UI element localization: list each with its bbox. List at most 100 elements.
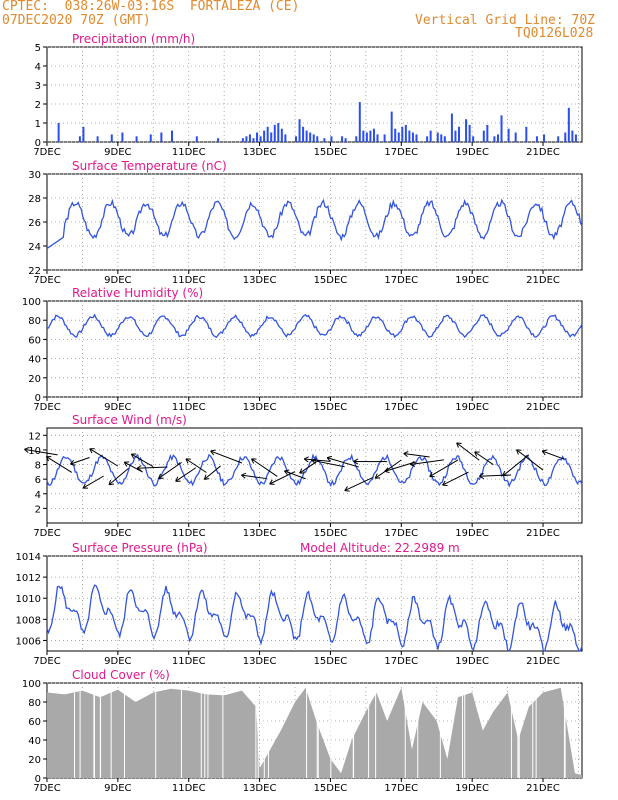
precip-bar <box>567 107 570 142</box>
wind-vector-head <box>241 472 247 479</box>
precip-bar <box>564 132 567 142</box>
model-id: TQ0126L028 <box>515 26 594 41</box>
rh-ytick-label: 100 <box>22 297 41 308</box>
wind-vector <box>299 461 317 474</box>
temp-title: Surface Temperature (nC) <box>72 159 227 173</box>
wind-vector-head <box>185 458 191 464</box>
wind-ytick-label: 10 <box>28 446 41 457</box>
cloud-xtick-label: 7DEC <box>33 783 60 794</box>
precip-xtick-label: 13DEC <box>243 147 277 158</box>
wind-vector <box>429 459 459 478</box>
wind-vector-head <box>456 442 462 448</box>
wind-xtick-label: 9DEC <box>104 528 131 539</box>
precip-bar <box>266 126 269 142</box>
wind-vector-head <box>203 474 210 480</box>
wind-vector <box>541 450 565 460</box>
precip-bar <box>309 132 312 142</box>
wind-xtick-label: 11DEC <box>172 528 206 539</box>
wind-vector <box>204 465 221 480</box>
wind-vector-head <box>410 460 416 467</box>
precip-bar <box>284 134 287 142</box>
temp-xtick-label: 21DEC <box>526 275 560 286</box>
precip-bar <box>362 130 365 142</box>
precip-bar <box>557 136 560 142</box>
precip-bar <box>96 136 99 142</box>
wind-vector-head <box>158 473 164 479</box>
wind-vector-head <box>403 451 409 457</box>
precip-bar <box>160 132 163 142</box>
wind-vector-head <box>374 473 381 479</box>
pres-ytick-label: 1006 <box>16 636 41 647</box>
cloud-xtick-label: 21DEC <box>526 783 560 794</box>
pres-frame <box>46 555 583 652</box>
pres-ytick-label: 1012 <box>16 573 41 584</box>
precip-bar <box>472 136 475 142</box>
rh-xtick-label: 13DEC <box>243 402 277 413</box>
wind-xtick-label: 19DEC <box>455 528 489 539</box>
precip-bar <box>383 134 386 142</box>
precip-bar <box>496 134 499 142</box>
cloud-xtick-label: 17DEC <box>384 783 418 794</box>
cloud-ytick-label: 40 <box>28 736 41 747</box>
temp-series-line <box>46 198 583 249</box>
pres-ytick-label: 1008 <box>16 615 41 626</box>
precip-title: Precipitation (mm/h) <box>72 32 195 46</box>
precip-bar <box>415 134 418 142</box>
precip-bar <box>493 136 496 142</box>
pres-ytick-label: 1014 <box>16 552 41 563</box>
precip-bar <box>457 126 460 142</box>
pres-xtick-label: 11DEC <box>172 656 206 667</box>
precip-bar <box>330 136 333 142</box>
precip-xtick-label: 7DEC <box>33 147 60 158</box>
wind-vector-head <box>130 453 137 459</box>
wind-vector-head <box>502 470 508 477</box>
wind-vector-head <box>45 456 52 462</box>
precip-bar <box>500 115 503 142</box>
wind-vector <box>311 459 345 468</box>
precip-xtick-label: 9DEC <box>104 147 131 158</box>
pres-ytick-label: 1010 <box>16 594 41 605</box>
precip-bar <box>507 128 510 142</box>
wind-frame <box>46 427 583 524</box>
wind-ytick-label: 4 <box>35 490 41 501</box>
rh-xtick-label: 11DEC <box>172 402 206 413</box>
pres-xtick-label: 9DEC <box>104 656 131 667</box>
precip-bar <box>535 136 538 142</box>
precip-bar <box>298 119 301 142</box>
temp-ytick-label: 30 <box>28 170 41 181</box>
wind-vector <box>137 466 168 469</box>
wind-vector-head <box>303 456 309 463</box>
wind-vector <box>456 442 480 461</box>
wind-vector-head <box>311 458 317 465</box>
precip-ytick-label: 1 <box>35 119 41 130</box>
rh-ytick-label: 20 <box>28 374 41 385</box>
precip-bar <box>571 130 574 142</box>
cloud-ytick-label: 20 <box>28 755 41 766</box>
wind-vector <box>251 458 278 477</box>
temp-ytick-label: 28 <box>28 194 41 205</box>
precip-bar <box>195 136 198 142</box>
precip-bar <box>443 136 446 142</box>
rh-ytick-label: 60 <box>28 335 41 346</box>
rh-ytick-label: 40 <box>28 355 41 366</box>
precip-bar <box>397 132 400 142</box>
wind-vector <box>131 453 154 468</box>
wind-vector-head <box>326 455 333 462</box>
wind-vector <box>241 474 267 480</box>
precip-xtick-label: 19DEC <box>455 147 489 158</box>
pres-xtick-label: 13DEC <box>243 656 277 667</box>
temp-xtick-label: 15DEC <box>314 275 348 286</box>
temp-xtick-label: 17DEC <box>384 275 418 286</box>
precip-bar <box>82 126 85 142</box>
precip-xtick-label: 15DEC <box>314 147 348 158</box>
header: CPTEC: 038:26W-03:16S FORTALEZA (CE) 07D… <box>0 0 618 41</box>
rh-xtick-label: 21DEC <box>526 402 560 413</box>
wind-vector-head <box>108 479 115 486</box>
wind-vector <box>474 451 494 466</box>
wind-vector <box>185 458 207 473</box>
precip-bar <box>482 130 485 142</box>
rh-xtick-label: 7DEC <box>33 402 60 413</box>
wind-vector <box>442 471 469 486</box>
wind-vector <box>304 458 331 462</box>
precip-bar <box>436 132 439 142</box>
